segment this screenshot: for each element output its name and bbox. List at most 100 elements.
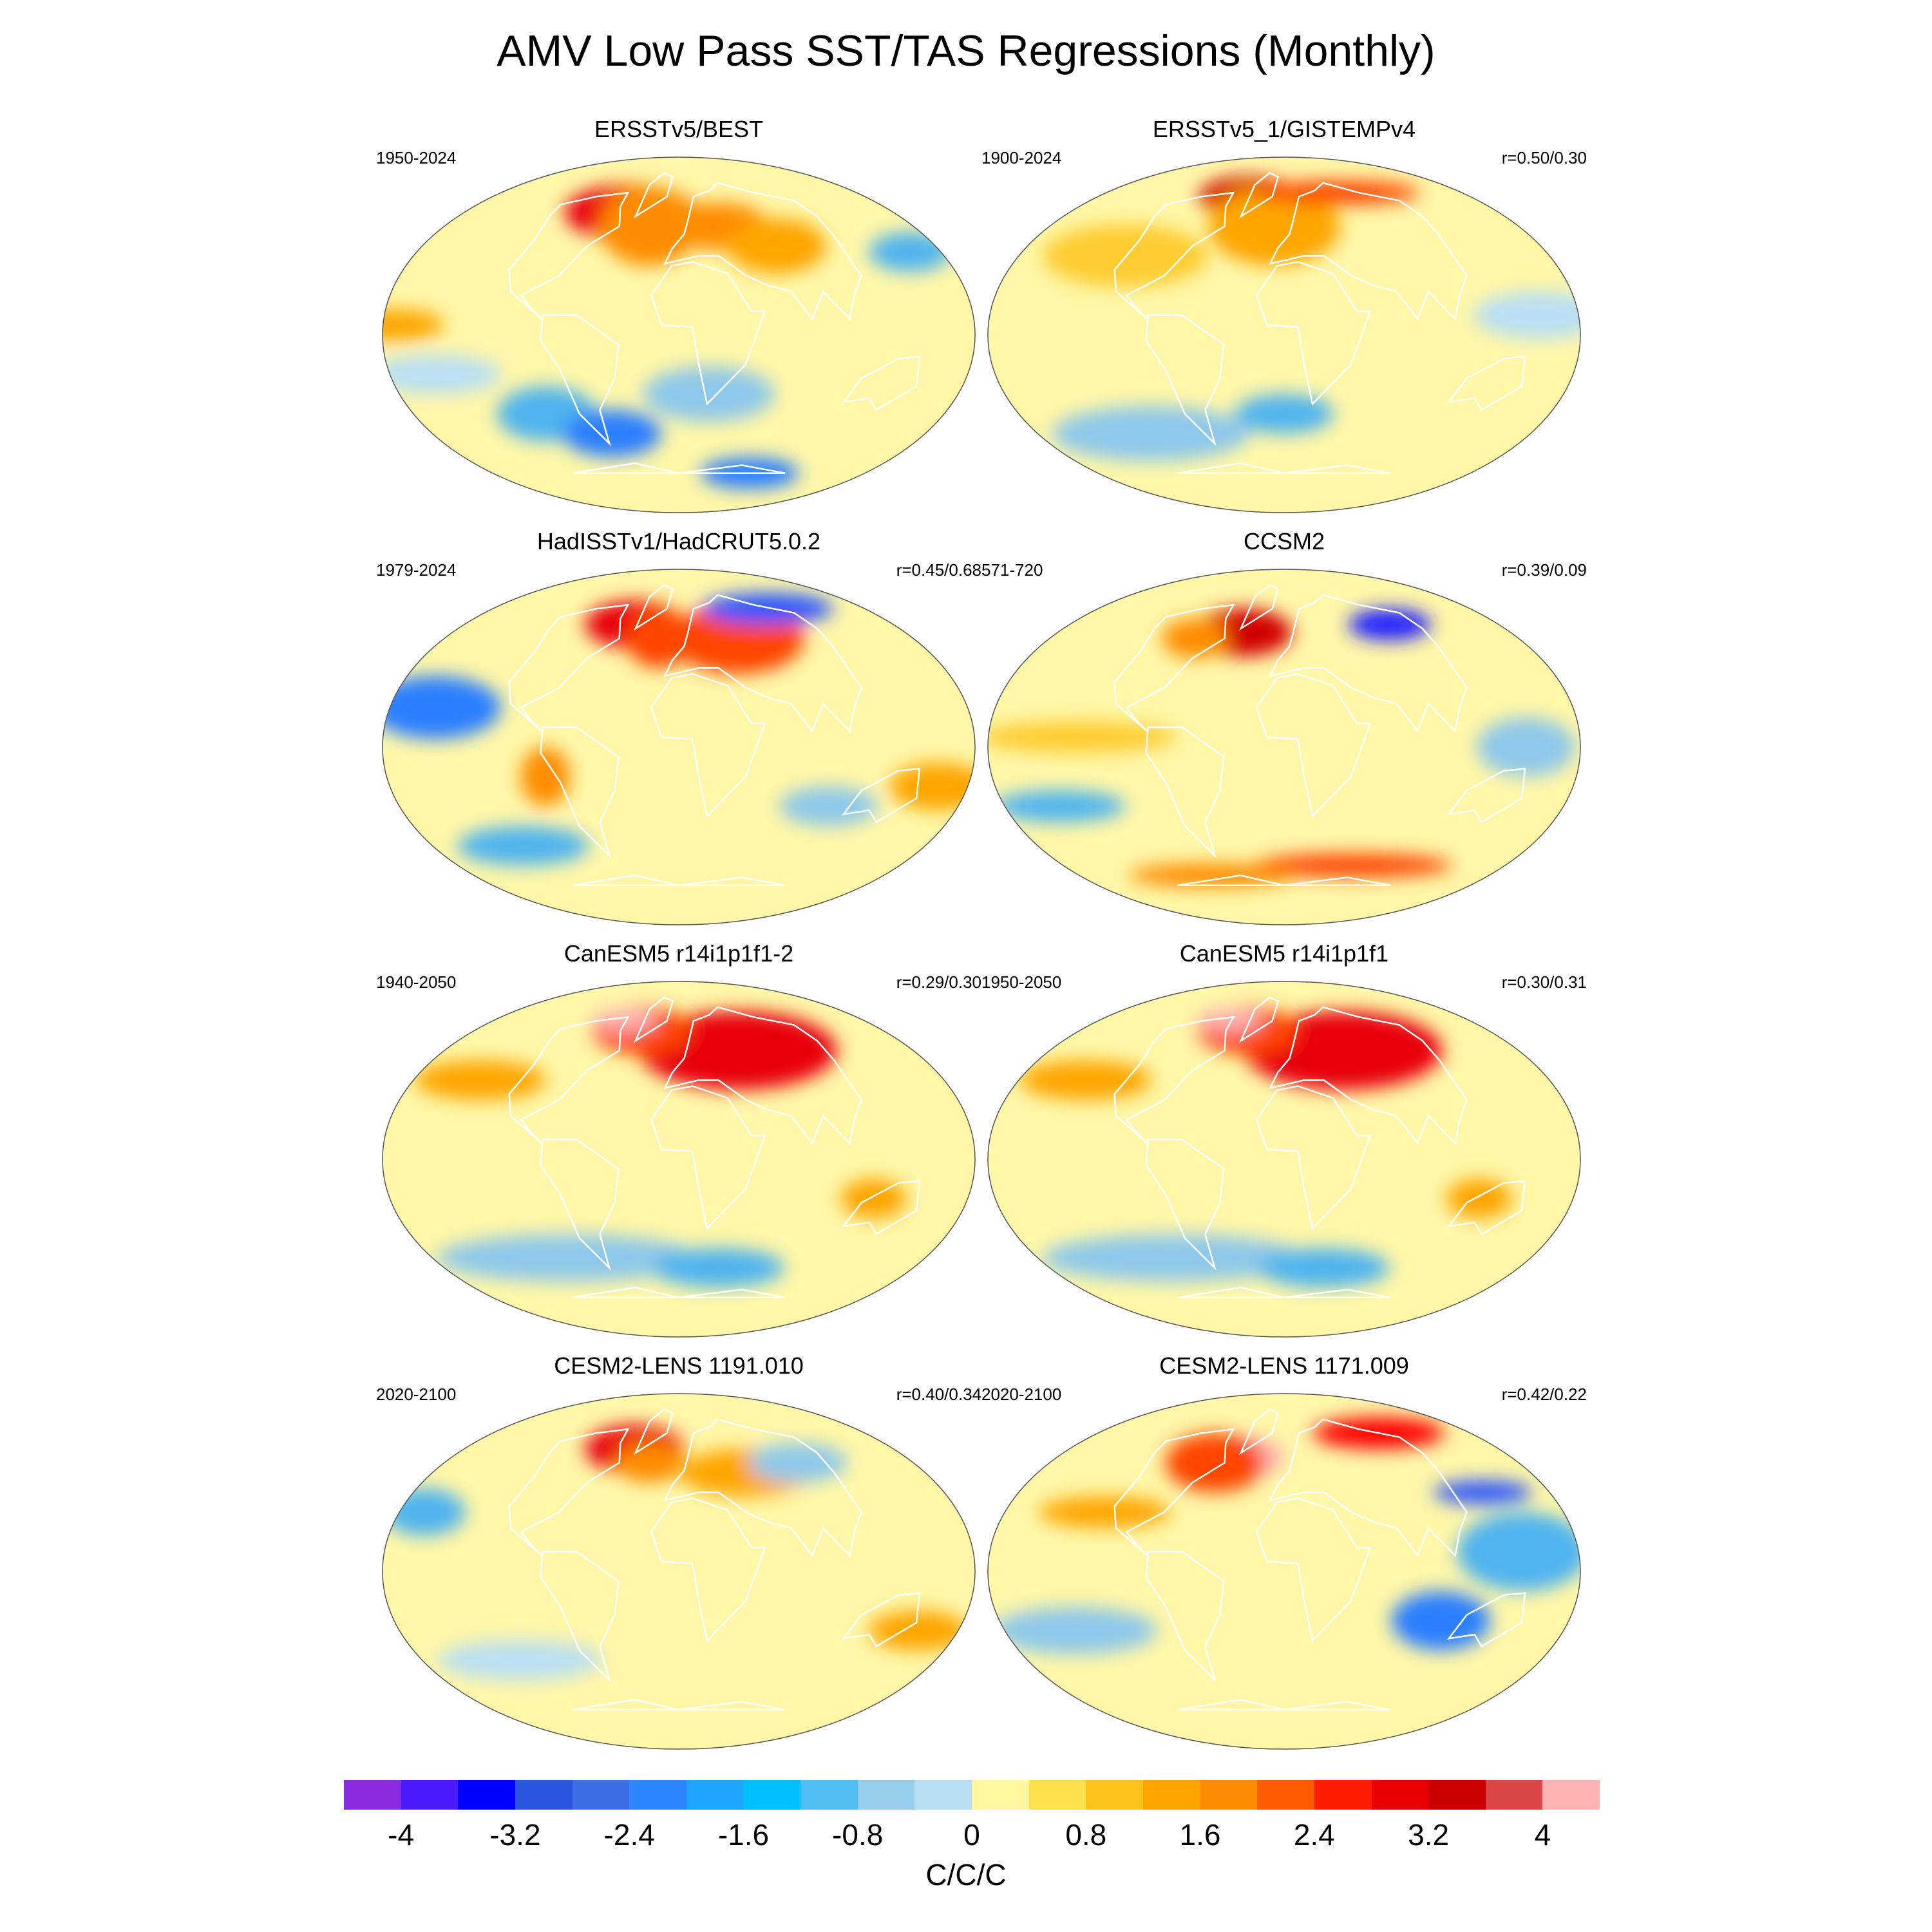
- anomaly-region: [436, 1234, 699, 1282]
- panel-correlation: r=0.29/0.30: [896, 972, 981, 992]
- panel-years: 2020-2100: [981, 1385, 1062, 1404]
- panel-title: CanESM5 r14i1p1f1: [1179, 940, 1389, 967]
- coastline: [1177, 1699, 1391, 1710]
- panel-title: ERSSTv5_1/GISTEMPv4: [1152, 116, 1416, 142]
- coastline: [1255, 1497, 1372, 1642]
- coastline: [540, 726, 620, 858]
- map-plot: [382, 1393, 976, 1750]
- coastline: [1145, 726, 1225, 858]
- coastline: [1145, 1551, 1225, 1683]
- map-border: [382, 569, 976, 925]
- panel-correlation: r=0.40/0.34: [896, 1385, 981, 1404]
- anomaly-region: [701, 592, 833, 625]
- map-panel: HadISSTv1/HadCRUT5.0.2 1979-2024 r=0.45/0.…: [376, 528, 981, 927]
- map-panel: CanESM5 r14i1p1f1-2 1940-2050 r=0.29/0.30: [376, 940, 981, 1340]
- anomaly-region: [652, 1248, 784, 1288]
- colorbar-swatch: [572, 1780, 630, 1810]
- coastline: [841, 1592, 921, 1648]
- coastline: [1446, 1180, 1526, 1236]
- colorbar-tick-labels: -4 -3.2 -2.4 -1.6 -0.8 0 0.8 1.6 2.4 3.2 4: [344, 1817, 1600, 1856]
- colorbar-tick-label: -4: [388, 1818, 415, 1852]
- coastline: [508, 1428, 630, 1557]
- map-panel: ERSSTv5_1/GISTEMPv4 1900-2024 r=0.50/0.30: [981, 116, 1587, 515]
- panel-correlation: r=0.42/0.22: [1501, 1385, 1587, 1404]
- coastline: [1255, 261, 1372, 406]
- coastline: [663, 1418, 862, 1558]
- coastline: [572, 1287, 786, 1298]
- colorbar-swatch: [1257, 1780, 1314, 1810]
- coastline: [1255, 1085, 1372, 1230]
- colorbar-tick-label: -1.6: [717, 1818, 770, 1852]
- colorbar: [344, 1780, 1600, 1810]
- coastline: [1239, 584, 1280, 631]
- anomaly-region: [992, 1607, 1157, 1654]
- anomaly-region: [1019, 1060, 1151, 1100]
- coastline: [650, 1497, 766, 1642]
- anomaly-region: [988, 721, 1177, 753]
- panel-years: 1950-2050: [981, 972, 1062, 992]
- panel-years: 2020-2100: [376, 1385, 457, 1404]
- anomaly-region: [1052, 406, 1250, 462]
- coastline: [1239, 1408, 1280, 1455]
- map-plot: [987, 156, 1581, 513]
- panel-years: 1979-2024: [376, 560, 457, 580]
- coastline: [1446, 1592, 1526, 1648]
- map-border: [987, 569, 1581, 925]
- coastline: [1269, 1418, 1468, 1558]
- colorbar-swatch: [686, 1780, 744, 1810]
- map-panel: CCSM2 571-720 r=0.39/0.09: [981, 528, 1587, 927]
- anomaly-region: [1348, 609, 1431, 641]
- anomaly-region: [616, 1443, 682, 1482]
- coastline: [663, 594, 862, 734]
- colorbar-swatch: [1542, 1780, 1600, 1810]
- coastline: [508, 191, 630, 320]
- coastline: [1446, 768, 1526, 824]
- colorbar-swatch: [1200, 1780, 1258, 1810]
- anomaly-region: [1255, 180, 1420, 205]
- coastline: [841, 1180, 921, 1236]
- map-plot: [987, 981, 1581, 1338]
- colorbar-swatch: [1371, 1780, 1429, 1810]
- anomaly-region: [1235, 394, 1334, 434]
- coastline: [1113, 191, 1235, 320]
- coastline: [572, 1699, 786, 1710]
- coastline: [1239, 996, 1280, 1043]
- panel-title: ERSSTv5/BEST: [594, 116, 764, 142]
- colorbar-swatch: [629, 1780, 687, 1810]
- map-panel: CESM2-LENS 1171.009 2020-2100 r=0.42/0.22: [981, 1352, 1587, 1752]
- coastline: [1269, 1006, 1468, 1146]
- colorbar-tick-label: -2.4: [603, 1818, 655, 1852]
- map-plot: [382, 156, 976, 513]
- colorbar-tick-label: -0.8: [832, 1818, 884, 1852]
- anomaly-region: [1446, 1179, 1512, 1218]
- coastline: [1239, 172, 1280, 219]
- colorbar-tick-label: 0.8: [1065, 1818, 1107, 1852]
- coastline: [1446, 355, 1526, 412]
- panel-correlation: r=0.30/0.31: [1501, 972, 1587, 992]
- coastline: [1113, 1428, 1235, 1557]
- anomaly-region: [414, 1060, 546, 1100]
- colorbar-swatch: [743, 1780, 801, 1810]
- coastline: [841, 355, 921, 412]
- colorbar-tick-label: 3.2: [1408, 1818, 1450, 1852]
- anomaly-region: [383, 1488, 466, 1536]
- colorbar-swatch: [515, 1780, 573, 1810]
- panel-title: CESM2-LENS 1191.010: [554, 1352, 804, 1379]
- coastline: [1177, 462, 1391, 474]
- colorbar-tick-label: 0: [963, 1818, 980, 1852]
- colorbar-swatch: [857, 1780, 915, 1810]
- map-panel: ERSSTv5/BEST 1950-2024: [376, 116, 981, 515]
- coastline: [1255, 673, 1372, 818]
- coastline: [572, 462, 786, 474]
- colorbar-swatch: [914, 1780, 972, 1810]
- colorbar-swatch: [1428, 1780, 1486, 1810]
- coastline: [1269, 182, 1468, 321]
- colorbar-swatch: [1314, 1780, 1372, 1810]
- map-plot: [382, 981, 976, 1338]
- anomaly-region: [383, 354, 501, 394]
- anomaly-region: [779, 786, 878, 826]
- coastline: [650, 673, 766, 818]
- colorbar-tick-label: 4: [1534, 1818, 1551, 1852]
- anomaly-region: [994, 790, 1126, 822]
- colorbar-swatch: [1485, 1780, 1543, 1810]
